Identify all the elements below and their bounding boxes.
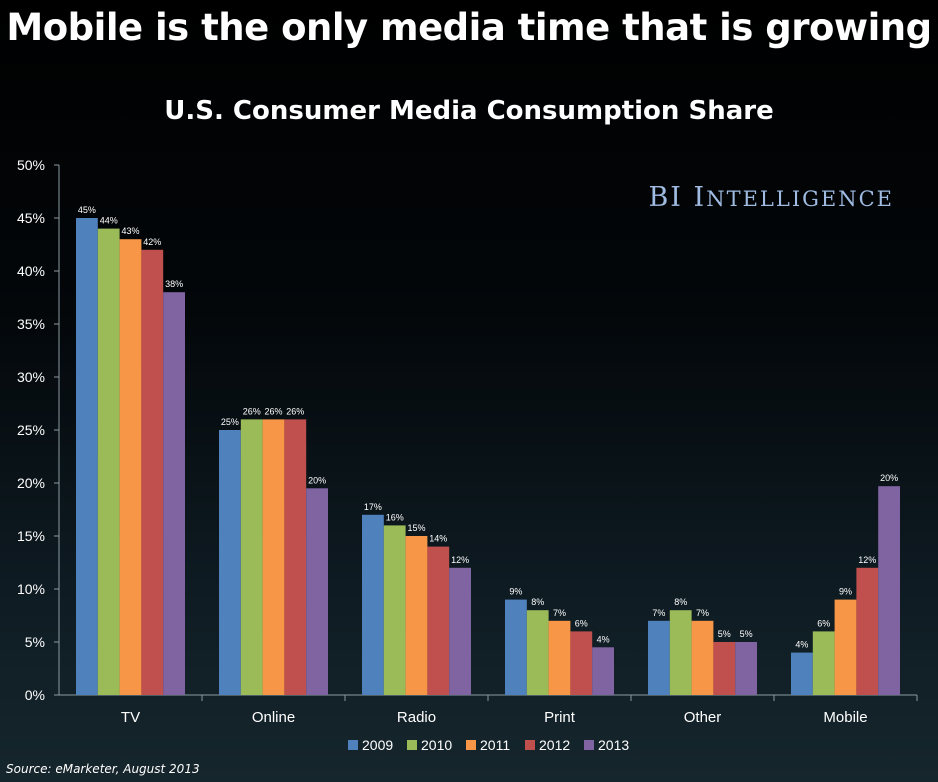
data-label: 8% (531, 597, 544, 607)
data-label: 15% (407, 523, 425, 533)
data-label: 26% (264, 406, 282, 416)
legend-swatch (407, 740, 417, 750)
bar (219, 430, 241, 695)
bar (735, 642, 757, 695)
bar (383, 525, 406, 695)
y-tick-label: 35% (17, 316, 45, 332)
bar (163, 292, 185, 695)
bar (791, 652, 813, 695)
bar (648, 620, 670, 695)
x-tick-label: Other (684, 709, 722, 726)
bar (119, 239, 142, 695)
data-label: 14% (429, 534, 447, 544)
bar (76, 218, 98, 695)
bar (691, 620, 714, 695)
y-tick-label: 15% (17, 528, 45, 544)
legend-label: 2011 (480, 737, 510, 753)
bar (97, 228, 120, 695)
bar (548, 620, 571, 695)
data-label: 17% (364, 502, 382, 512)
bar (141, 249, 164, 696)
x-tick-label: Radio (397, 709, 436, 726)
y-tick-label: 45% (17, 210, 45, 226)
bar (856, 567, 879, 695)
data-label: 4% (795, 640, 808, 650)
data-label: 45% (78, 205, 96, 215)
y-tick-label: 40% (17, 263, 45, 279)
data-label: 44% (100, 216, 118, 226)
data-label: 8% (674, 597, 687, 607)
bar (526, 610, 549, 695)
bar (592, 647, 614, 695)
headline: Mobile is the only media time that is gr… (6, 6, 932, 49)
bar (570, 631, 593, 695)
data-label: 20% (308, 475, 326, 485)
data-label: 7% (652, 608, 665, 618)
data-label: 6% (575, 618, 588, 628)
data-label: 4% (597, 634, 610, 644)
y-tick-label: 50% (17, 157, 45, 173)
bar (405, 536, 428, 695)
source-note: Source: eMarketer, August 2013 (6, 762, 200, 776)
data-label: 25% (221, 417, 239, 427)
x-tick-label: TV (121, 709, 140, 726)
legend-label: 2010 (421, 737, 452, 753)
legend-label: 2009 (362, 737, 393, 753)
data-label: 12% (858, 555, 876, 565)
bar (306, 488, 328, 695)
data-label: 26% (243, 406, 261, 416)
data-label: 43% (121, 226, 139, 236)
data-label: 42% (143, 237, 161, 247)
data-label: 26% (286, 406, 304, 416)
data-label: 12% (451, 555, 469, 565)
data-label: 38% (165, 279, 183, 289)
legend-label: 2013 (598, 737, 629, 753)
data-label: 16% (386, 512, 404, 522)
bar (362, 514, 384, 695)
data-label: 20% (880, 473, 898, 483)
data-label: 6% (817, 618, 830, 628)
data-label: 5% (718, 629, 731, 639)
bar (713, 642, 736, 695)
data-label: 7% (553, 608, 566, 618)
y-tick-label: 30% (17, 369, 45, 385)
bar (427, 546, 450, 695)
data-label: 9% (839, 587, 852, 597)
data-label: 7% (696, 608, 709, 618)
bar (240, 419, 263, 695)
legend-swatch (466, 740, 476, 750)
x-tick-label: Online (252, 709, 295, 726)
y-tick-label: 25% (17, 422, 45, 438)
y-tick-label: 5% (25, 634, 45, 650)
legend-swatch (348, 740, 358, 750)
bar (812, 631, 835, 695)
data-label: 9% (509, 587, 522, 597)
y-tick-label: 20% (17, 475, 45, 491)
legend-swatch (525, 740, 535, 750)
y-tick-label: 0% (25, 687, 45, 703)
bar (505, 599, 527, 695)
y-tick-label: 10% (17, 581, 45, 597)
bar (878, 486, 900, 695)
bar (262, 419, 285, 695)
bar (834, 599, 857, 695)
legend-label: 2012 (539, 737, 570, 753)
bar (449, 567, 471, 695)
chart-title: U.S. Consumer Media Consumption Share (164, 96, 774, 126)
data-label: 5% (740, 629, 753, 639)
legend-swatch (584, 740, 594, 750)
bar (284, 419, 307, 695)
bar (669, 610, 692, 695)
x-tick-label: Print (544, 709, 576, 726)
brand-logo: BI INTELLIGENCE (648, 182, 894, 213)
x-tick-label: Mobile (823, 709, 867, 726)
